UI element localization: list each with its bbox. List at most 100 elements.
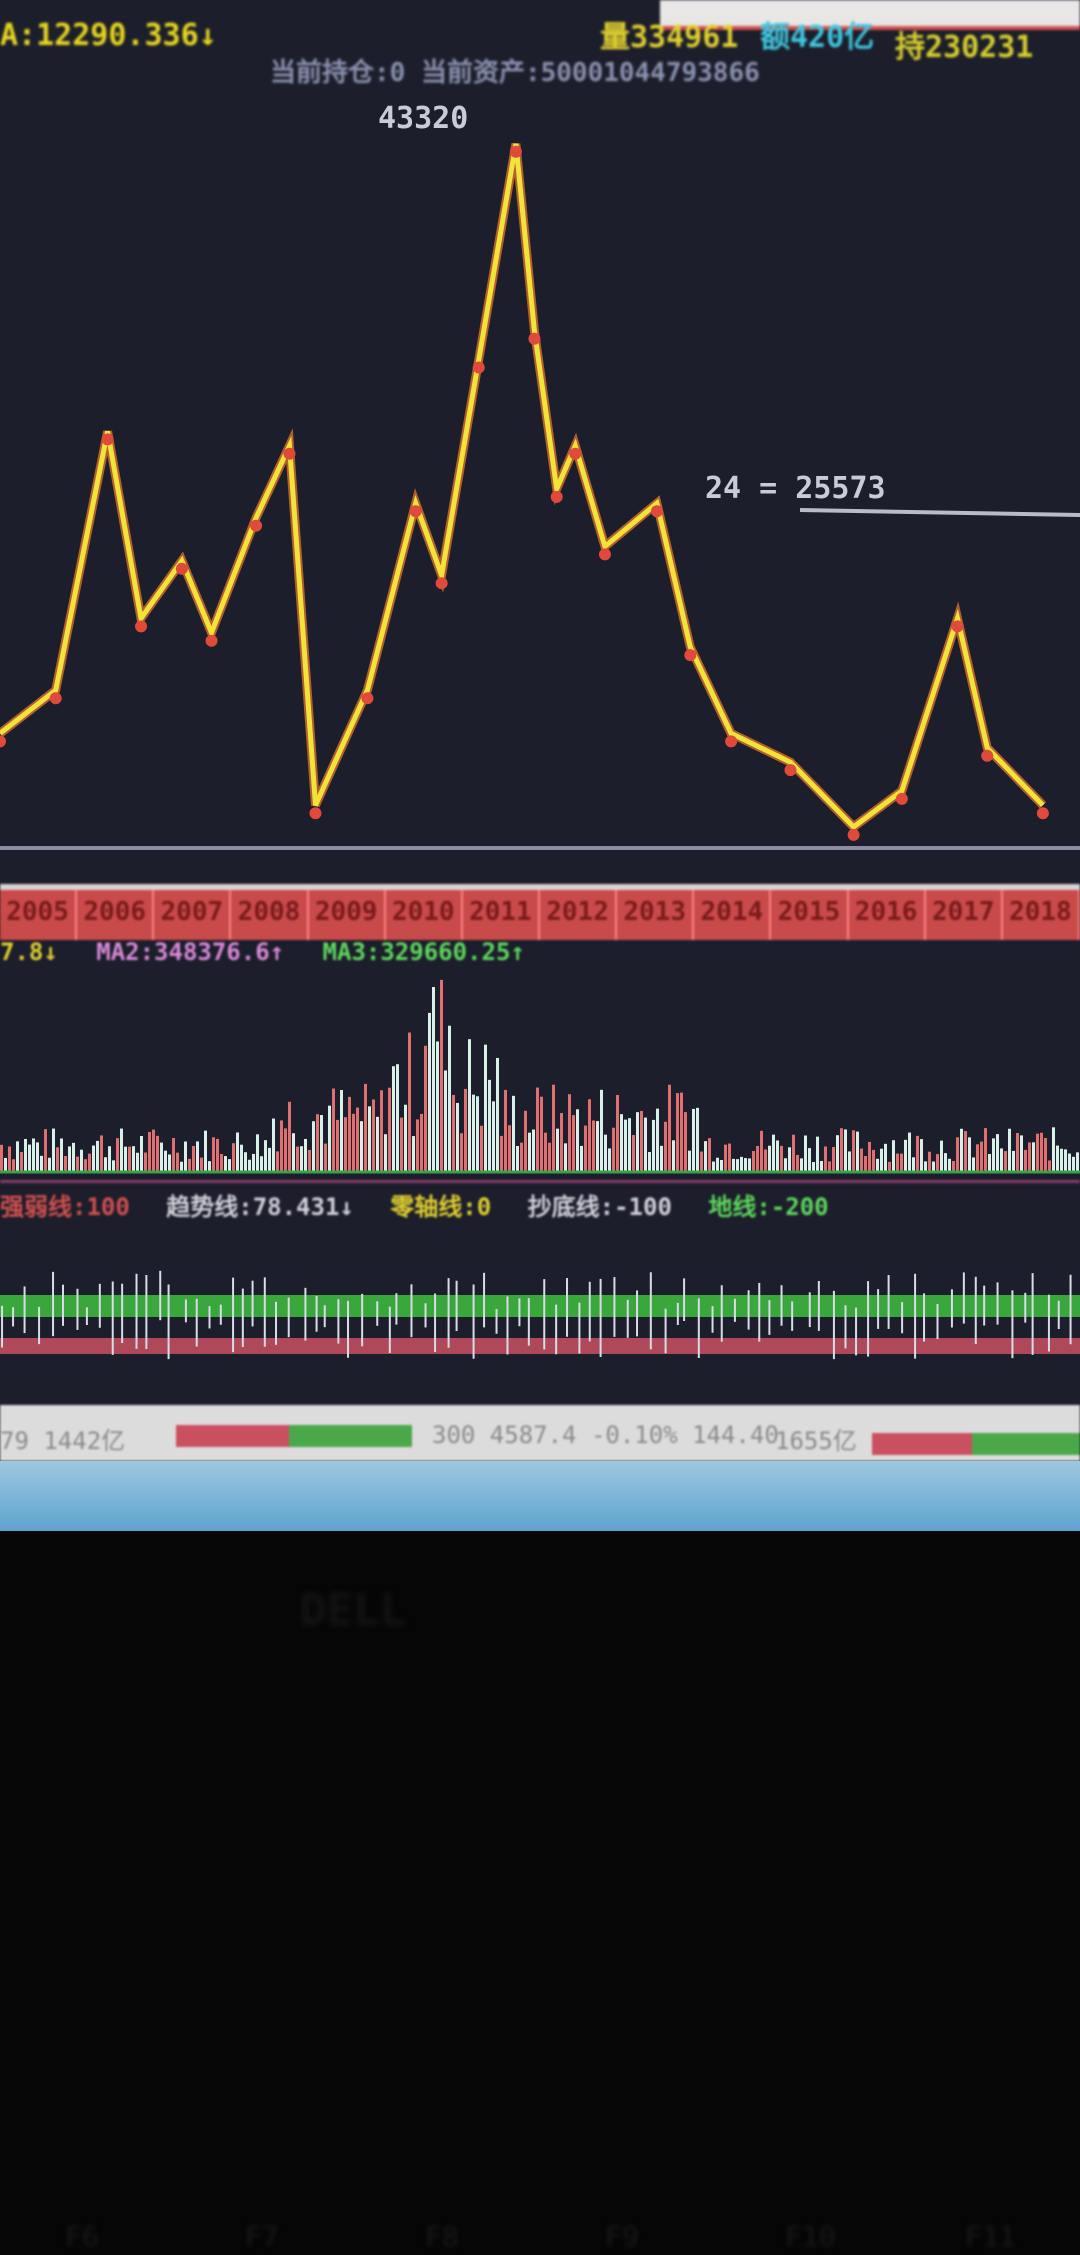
volume-bar <box>876 1158 879 1172</box>
volume-bar <box>276 1151 279 1172</box>
volume-bar <box>648 1151 651 1172</box>
volume-bar <box>132 1146 135 1172</box>
year-tick-2011: 2011 <box>463 890 540 940</box>
price-point <box>283 447 296 460</box>
volume-bar <box>292 1133 295 1172</box>
year-tick-2018: 2018 <box>1003 890 1080 940</box>
year-tick-2007: 2007 <box>154 890 232 940</box>
volume-bar <box>468 1039 471 1172</box>
volume-bar <box>164 1150 167 1172</box>
volume-bar <box>380 1090 383 1172</box>
volume-bar <box>316 1114 319 1172</box>
volume-bar <box>852 1130 855 1172</box>
volume-bar <box>144 1152 147 1172</box>
volume-bar <box>956 1137 959 1172</box>
volume-bar <box>980 1141 983 1172</box>
oscillator-chart[interactable] <box>0 1220 1080 1400</box>
volume-bar <box>516 1145 519 1172</box>
volume-bar <box>900 1153 903 1172</box>
volume-bar <box>668 1084 671 1172</box>
volume-bar <box>728 1143 731 1172</box>
price-line-glow <box>0 143 1047 833</box>
volume-bar <box>212 1137 215 1172</box>
volume-bar <box>524 1110 527 1172</box>
strong-band <box>0 1295 1080 1317</box>
volume-bar <box>92 1145 95 1172</box>
volume-bar <box>192 1146 195 1172</box>
volume-bar <box>1064 1149 1067 1172</box>
volume-bar <box>64 1156 67 1172</box>
volume-bar <box>580 1145 583 1172</box>
volume-bar <box>800 1158 803 1172</box>
volume-bar <box>780 1145 783 1172</box>
volume-bar <box>836 1135 839 1172</box>
volume-bar <box>308 1149 311 1172</box>
volume-bar <box>864 1156 867 1172</box>
volume-bar <box>644 1117 647 1172</box>
volume-bar <box>1016 1132 1019 1172</box>
price-chart[interactable]: 43320 24 = 25573 <box>0 60 1080 870</box>
ground-line-value: 地线:-200 <box>708 1193 829 1221</box>
volume-bar <box>1000 1148 1003 1172</box>
price-point <box>784 764 797 777</box>
price-point <box>135 620 148 633</box>
volume-bar <box>76 1156 79 1172</box>
volume-bar <box>912 1157 915 1172</box>
volume-bar <box>300 1146 303 1172</box>
volume-bar <box>996 1134 999 1172</box>
volume-bar <box>828 1161 831 1172</box>
year-tick-2008: 2008 <box>231 890 309 940</box>
ma3-value: MA3:329660.25↑ <box>322 938 525 966</box>
volume-bar <box>208 1161 211 1172</box>
year-axis: 2005 2006 2007 2008 2009 2010 2011 2012 2013 2014… <box>0 884 1080 940</box>
volume-bar <box>512 1095 515 1172</box>
key-f7: F7 <box>245 2220 279 2253</box>
volume-bar <box>860 1148 863 1172</box>
volume-bar <box>756 1145 759 1172</box>
year-tick-2012: 2012 <box>540 890 618 940</box>
taskbar[interactable] <box>0 1461 1080 1531</box>
price-point <box>951 620 964 633</box>
year-tick-2005: 2005 <box>0 890 78 940</box>
volume-bar <box>36 1142 39 1172</box>
volume-bar <box>1060 1148 1063 1172</box>
volume-bar <box>60 1138 63 1172</box>
volume-bar <box>628 1118 631 1172</box>
quote-header: A:12290.336↓ 当前持仓:0 当前资产:50001044793866 … <box>0 0 1080 88</box>
volume-bar <box>744 1158 747 1172</box>
volume-bar <box>424 1045 427 1172</box>
volume-bar <box>96 1140 99 1172</box>
volume-readout: 量334961 <box>600 20 739 55</box>
volume-bar <box>432 987 435 1172</box>
volume-bar <box>684 1112 687 1172</box>
breadth-bar-2 <box>872 1433 1080 1455</box>
zero-line-value: 零轴线:0 <box>390 1193 492 1221</box>
volume-bar <box>652 1119 655 1172</box>
year-tick-2016: 2016 <box>849 890 926 940</box>
volume-bar <box>564 1143 567 1172</box>
volume-bar <box>340 1089 343 1172</box>
volume-bar <box>400 1117 403 1172</box>
volume-bar <box>392 1066 395 1172</box>
ma2-value: MA2:348376.6↑ <box>96 938 285 966</box>
volume-bar <box>152 1129 155 1172</box>
volume-bar <box>1048 1160 1051 1172</box>
volume-bar <box>328 1105 331 1172</box>
year-tick-2010: 2010 <box>386 890 463 940</box>
volume-chart[interactable] <box>0 960 1080 1175</box>
volume-bar <box>724 1144 727 1172</box>
volume-bar <box>168 1154 171 1172</box>
strong-line-value: 强弱线:100 <box>0 1193 130 1221</box>
volume-bar <box>508 1125 511 1172</box>
volume-bar <box>904 1139 907 1172</box>
volume-bar <box>600 1089 603 1172</box>
volume-bar <box>24 1138 27 1172</box>
volume-bar <box>1012 1150 1015 1172</box>
volume-bar <box>536 1087 539 1172</box>
volume-bar <box>0 1144 3 1172</box>
volume-bar <box>480 1125 483 1172</box>
price-point <box>528 332 541 345</box>
volume-bar <box>80 1149 83 1172</box>
volume-bar <box>548 1142 551 1172</box>
volume-bar <box>476 1096 479 1172</box>
